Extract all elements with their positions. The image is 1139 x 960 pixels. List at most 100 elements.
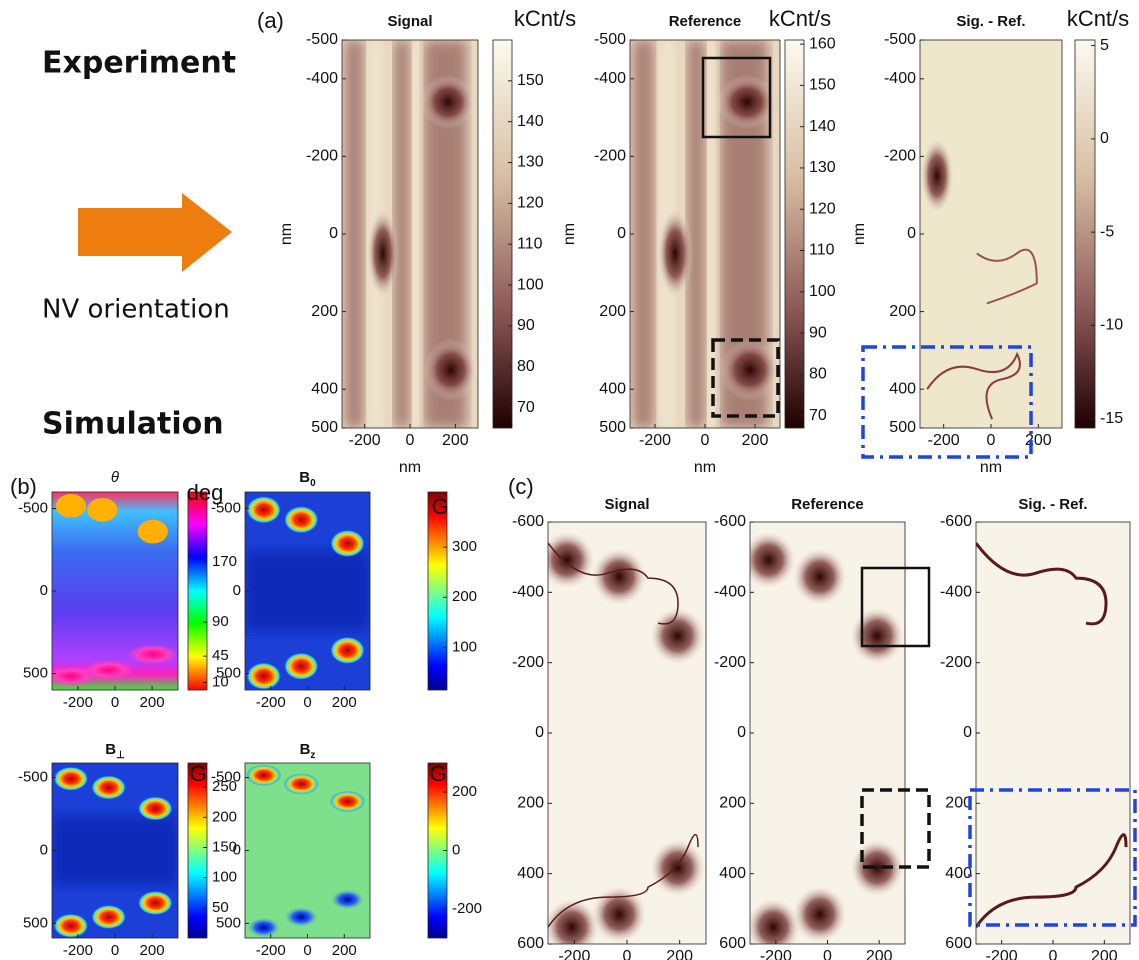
heatmap-panel: -200 0 200 -600 -400 -200 0 200 400 600 Reference [714,496,906,960]
image-feature [720,338,780,401]
y-axis-label: nm [278,223,295,245]
title-text: B [105,741,116,758]
heatmap-panel: -200 0 200 -500 -400 -200 0 200 400 500 Reference n… [561,6,836,476]
image-feature [283,652,319,681]
title-subscript: z [310,750,315,761]
heatmap-image [245,763,370,938]
x-tick-label: 200 [742,432,769,449]
colorbar-tick-label: 200 [452,588,477,605]
image-feature [246,764,282,786]
y-tick-label: 0 [233,582,241,599]
y-tick-label: 200 [311,303,338,320]
colorbar-tick-label: 160 [809,35,836,52]
y-tick-label: 0 [535,724,544,741]
x-tick-label: 0 [987,432,996,449]
y-tick-label: 500 [311,419,338,436]
panel-title: θ [111,469,119,486]
heatmap-panel: -200 0 200 -600 -400 -200 0 200 400 600 Signal [512,496,707,960]
image-feature [590,884,648,944]
y-tick-label: 200 [517,795,544,812]
colorbar-tick-label: 100 [517,276,544,293]
image-pixel-field [412,40,423,428]
colorbar-tick-label: 70 [809,407,827,424]
colorbar-tick-label: -15 [1100,410,1123,427]
title-text: Signal [387,13,432,30]
title-text: Reference [791,496,864,513]
image-feature [926,351,1021,420]
colorbar-tick-label: 5 [1100,37,1109,54]
colorbar-tick-label: 110 [517,235,543,252]
title-text: Signal [604,496,649,513]
image-feature [246,662,282,690]
x-tick-label: -200 [256,942,286,959]
title-text: θ [111,469,119,486]
image-feature [590,547,648,607]
image-feature [330,791,365,812]
y-tick-label: 200 [889,303,916,320]
title-subscript: 0 [310,478,316,489]
image-background [245,551,370,631]
colorbar-tick-label: -10 [1100,317,1123,334]
colorbar-tick-label: 150 [809,77,836,94]
colorbar-label: G [189,761,206,786]
image-feature [976,248,1038,305]
roi-box [711,338,780,418]
y-tick-label: 0 [40,582,48,599]
roi-box [861,345,1033,459]
heatmap-image [52,492,178,690]
panel-title: B0 [299,469,316,489]
colorbar-tick-label: 0 [452,841,460,858]
nv-arrow [78,193,232,272]
image-feature [366,206,400,300]
panel-label: (a) [257,8,284,33]
y-tick-label: 400 [517,865,544,882]
x-tick-label: -200 [63,694,93,711]
image-feature [283,906,319,928]
heatmap-panel: -200 0 200 -500 -400 -200 0 200 400 500 Sig. - Ref… [851,6,1129,476]
y-tick-label: -200 [306,148,338,165]
y-tick-label: -400 [594,70,626,87]
y-tick-label: 600 [945,935,972,952]
y-tick-label: -500 [884,31,916,48]
x-tick-label: -200 [639,432,671,449]
panel-title: Sig. - Ref. [956,13,1025,30]
x-tick-label: 200 [1091,948,1118,960]
x-tick-label: 0 [111,694,119,711]
colorbar-tick-label: 130 [809,159,836,176]
y-tick-label: -200 [512,654,544,671]
panel-label: (b) [10,474,37,499]
image-feature [423,338,478,401]
x-tick-label: 200 [866,948,893,960]
image-feature [246,917,282,938]
image-feature [87,497,118,522]
y-tick-label: 0 [40,841,48,858]
title-text: Sig. - Ref. [1018,496,1087,513]
y-tick-label: -500 [306,31,338,48]
image-pixel-field [344,40,364,428]
colorbar-tick-label: 0 [1100,130,1109,147]
image-feature [849,838,905,898]
colorbar-tick-label: 130 [517,154,544,171]
y-tick-label: 0 [233,841,241,858]
y-tick-label: 400 [599,380,626,397]
colorbar-tick-label: 170 [212,553,237,570]
heatmap-panel: -200 0 200 -500 0 500 B⊥ 50 100 150 200 250 G [18,741,237,959]
y-tick-label: 0 [329,225,338,242]
y-tick-label: 400 [945,865,972,882]
image-feature [649,838,706,898]
roi-box [860,566,931,648]
image-feature [548,542,699,928]
image-feature [717,74,777,130]
panel-title: B⊥ [105,741,125,761]
x-tick-label: -200 [760,948,792,960]
colorbar-tick-label: 150 [212,838,237,855]
heatmap-image [342,40,478,428]
image-feature [91,775,127,800]
y-tick-label: -400 [714,584,746,601]
colorbar-tick-label: 140 [517,113,544,130]
x-tick-label: 0 [111,942,119,959]
x-axis-label: nm [694,459,716,476]
x-tick-label: 0 [303,942,311,959]
image-feature [137,519,168,544]
